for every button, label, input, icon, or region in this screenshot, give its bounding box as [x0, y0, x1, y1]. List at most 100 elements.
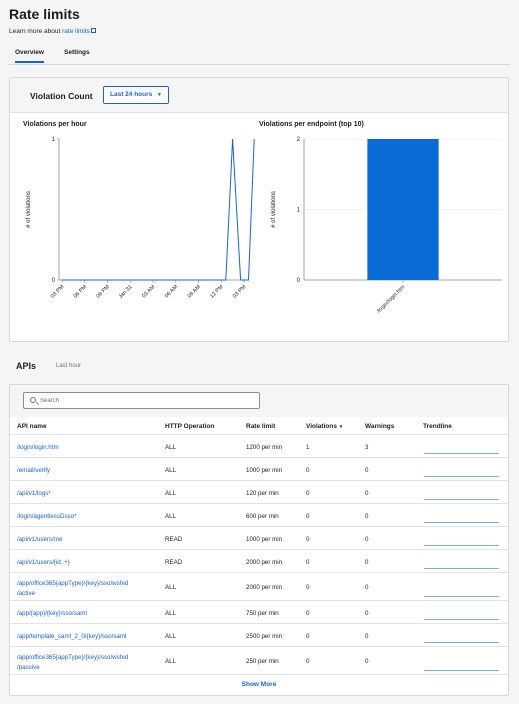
- col-header-trendline[interactable]: Trendline: [423, 423, 452, 430]
- table-row: /api/v1/users/me READ 1000 per min 0 0: [10, 526, 508, 549]
- show-more-button[interactable]: Show More: [241, 681, 277, 688]
- table-row: /app/office365{appType}/{key}/sso/wsfed /…: [10, 646, 508, 674]
- table-row: /email/verify ALL 1000 per min 0 0: [10, 457, 508, 480]
- rate-limit-value: 2500 per min: [246, 633, 283, 640]
- api-name-link[interactable]: /app/template_saml_2_0/{key}/sso/saml: [17, 633, 127, 640]
- col-header-http-operation[interactable]: HTTP Operation: [165, 423, 215, 430]
- trendline-sparkline: [424, 522, 499, 523]
- violations-value: 0: [306, 610, 310, 617]
- page-title: Rate limits: [9, 6, 80, 22]
- x-tick-label: 09 AM: [187, 284, 203, 300]
- table-bottom-border: [10, 674, 508, 675]
- violations-value: 0: [306, 633, 310, 640]
- violations-value: 0: [306, 559, 310, 566]
- bar: [367, 139, 439, 280]
- api-name-link[interactable]: /app/office365{appType}/{key}/sso/wsfed /…: [17, 653, 128, 673]
- chevron-down-icon: ▼: [157, 92, 162, 98]
- search-input[interactable]: [40, 395, 250, 406]
- chart-title-per-hour: Violations per hour: [23, 121, 87, 128]
- trendline-sparkline: [424, 545, 499, 546]
- y-tick-label: 1: [52, 137, 56, 143]
- trendline-sparkline: [424, 499, 499, 500]
- rate-limit-value: 1000 per min: [246, 467, 283, 474]
- api-name-line-1: /app/office365{appType}/{key}/sso/wsfed: [17, 654, 129, 661]
- violation-count-header: Violation Count Last 24 hours ▼: [10, 78, 508, 113]
- rate-limit-value: 2000 per min: [246, 584, 283, 591]
- violations-value: 0: [306, 658, 310, 665]
- rate-limit-value: 750 per min: [246, 610, 279, 617]
- learn-more-prefix: Learn more about: [9, 28, 61, 35]
- tab-bar: Overview Settings: [9, 46, 510, 65]
- warnings-value: 0: [365, 490, 369, 497]
- api-name-link[interactable]: /login/login.htm: [17, 444, 59, 451]
- col-header-rate-limit[interactable]: Rate limit: [246, 423, 276, 430]
- x-tick-label: /login/login.htm: [376, 284, 407, 315]
- tab-overview[interactable]: Overview: [15, 49, 44, 63]
- warnings-value: 0: [365, 536, 369, 543]
- time-range-label: Last 24 hours: [110, 91, 153, 98]
- violations-per-hour-chart: 0 1 03 PM 06 PM 09 PM Jan 31 03 AM 06 AM 09 AM 12…: [26, 137, 255, 300]
- trendline-sparkline: [424, 596, 499, 597]
- search-field[interactable]: [23, 392, 260, 409]
- rate-limit-value: 1000 per min: [246, 536, 283, 543]
- table-row: /app/{app}/{key}/sso/saml ALL 750 per min 0…: [10, 600, 508, 623]
- col-header-warnings[interactable]: Warnings: [365, 423, 395, 430]
- table-row: /app/template_saml_2_0/{key}/sso/saml ALL…: [10, 623, 508, 646]
- x-tick-label: 03 AM: [141, 284, 157, 300]
- y-tick-label: 0: [297, 278, 301, 284]
- api-name-link[interactable]: /email/verify: [17, 467, 51, 474]
- y-axis-label: # of violations: [26, 191, 32, 228]
- violations-value: 0: [306, 584, 310, 591]
- table-row: /login/login.htm ALL 1200 per min 1 3: [10, 434, 508, 457]
- col-header-violations[interactable]: Violations ▼: [306, 423, 343, 430]
- rate-limits-link[interactable]: rate limits: [62, 28, 96, 35]
- rate-limit-value: 2000 per min: [246, 559, 283, 566]
- trendline-sparkline: [424, 670, 499, 671]
- table-row: /api/v1/logs* ALL 120 per min 0 0: [10, 480, 508, 503]
- chart-title-per-endpoint: Violations per endpoint (top 10): [259, 121, 364, 128]
- search-icon: [30, 397, 36, 403]
- table-row: /app/office365{appType}/{key}/sso/wsfed /…: [10, 572, 508, 600]
- warnings-value: 0: [365, 584, 369, 591]
- apis-card: API name HTTP Operation Rate limit Viola…: [9, 384, 509, 696]
- x-tick-label: 03 PM: [50, 284, 66, 300]
- y-tick-label: 1: [297, 208, 301, 214]
- external-link-icon: [90, 28, 96, 33]
- violations-value: 0: [306, 490, 310, 497]
- violations-value: 0: [306, 536, 310, 543]
- api-name-line-2: /active: [17, 590, 35, 597]
- warnings-value: 0: [365, 513, 369, 520]
- warnings-value: 0: [365, 658, 369, 665]
- tab-settings[interactable]: Settings: [64, 49, 90, 56]
- violations-value: 1: [306, 444, 310, 451]
- time-range-dropdown[interactable]: Last 24 hours ▼: [103, 86, 169, 104]
- x-tick-label: 06 AM: [164, 284, 180, 300]
- api-name-link[interactable]: /api/v1/users/{id:.+}: [17, 559, 70, 566]
- api-name-link[interactable]: /api/v1/users/me: [17, 536, 63, 543]
- warnings-value: 3: [365, 444, 369, 451]
- x-tick-label: Jan 31: [118, 284, 134, 300]
- table-row: /login/agentlessDsso* ALL 600 per min 0 0: [10, 503, 508, 526]
- learn-more-text: Learn more about rate limits: [9, 28, 96, 35]
- apis-subtitle: Last hour: [56, 363, 82, 369]
- trendline-sparkline: [424, 568, 499, 569]
- warnings-value: 0: [365, 610, 369, 617]
- col-header-api-name[interactable]: API name: [17, 423, 47, 430]
- rate-limit-value: 1200 per min: [246, 444, 283, 451]
- y-tick-label: 0: [52, 278, 56, 284]
- trendline-sparkline: [424, 453, 499, 454]
- trendline-sparkline: [424, 642, 499, 643]
- x-tick-label: 03 PM: [232, 284, 248, 300]
- api-name-line-1: /app/office365{appType}/{key}/sso/wsfed: [17, 580, 129, 587]
- http-operation: READ: [165, 559, 183, 566]
- search-bar: [10, 385, 508, 417]
- api-name-link[interactable]: /app/{app}/{key}/sso/saml: [17, 610, 87, 617]
- x-tick-label: 06 PM: [73, 284, 89, 300]
- api-name-link[interactable]: /login/agentlessDsso*: [17, 513, 77, 520]
- warnings-value: 0: [365, 633, 369, 640]
- api-name-link[interactable]: /api/v1/logs*: [17, 490, 51, 497]
- http-operation: ALL: [165, 490, 177, 497]
- trendline-sparkline: [424, 619, 499, 620]
- api-name-link[interactable]: /app/office365{appType}/{key}/sso/wsfed /…: [17, 579, 128, 599]
